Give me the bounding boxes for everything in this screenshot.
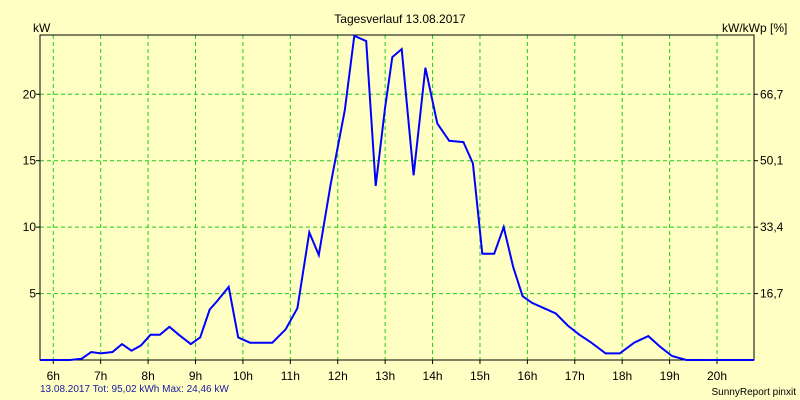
power-series-line xyxy=(40,34,754,361)
x-tick-label: 15h xyxy=(470,369,490,383)
y-tick-label: 20 xyxy=(23,87,37,101)
x-tick-label: 11h xyxy=(281,369,300,383)
x-tick-label: 8h xyxy=(141,369,154,383)
y2-tick-label: 66,7 xyxy=(760,87,784,101)
x-tick-label: 9h xyxy=(189,369,202,383)
y-tick-label: 5 xyxy=(29,287,36,301)
y2-tick-label: 50,1 xyxy=(760,154,784,168)
x-tick-label: 18h xyxy=(612,369,632,383)
x-tick-label: 14h xyxy=(423,369,443,383)
tick-layer: 6h 7h 8h 9h 10h 11h 12h 13h 14h 15h 16h 17h 18h 19h 20… xyxy=(23,87,784,383)
y2-tick-label: 33,4 xyxy=(760,220,784,234)
x-tick-label: 6h xyxy=(47,369,60,383)
x-tick-label: 20h xyxy=(707,369,727,383)
y-tick-label: 15 xyxy=(23,154,37,168)
footer-brand: SunnyReport pinxit xyxy=(712,387,797,398)
chart-title: Tagesverlauf 13.08.2017 xyxy=(334,12,466,26)
x-tick-label: 7h xyxy=(94,369,107,383)
grid-layer xyxy=(40,35,754,360)
series-layer xyxy=(40,34,754,361)
y-axis-left-label: kW xyxy=(33,21,51,35)
x-tick-label: 13h xyxy=(375,369,395,383)
x-tick-label: 10h xyxy=(233,369,253,383)
y-tick-label: 10 xyxy=(23,220,37,234)
y2-tick-label: 16,7 xyxy=(760,287,784,301)
x-tick-label: 19h xyxy=(660,369,680,383)
footer-summary: 13.08.2017 Tot: 95,02 kWh Max: 24,46 kW xyxy=(40,384,229,395)
x-tick-label: 16h xyxy=(517,369,537,383)
y-axis-right-label: kW/kWp [%] xyxy=(722,21,787,35)
plot-frame xyxy=(39,34,755,361)
x-tick-label: 12h xyxy=(328,369,348,383)
x-tick-label: 17h xyxy=(565,369,585,383)
